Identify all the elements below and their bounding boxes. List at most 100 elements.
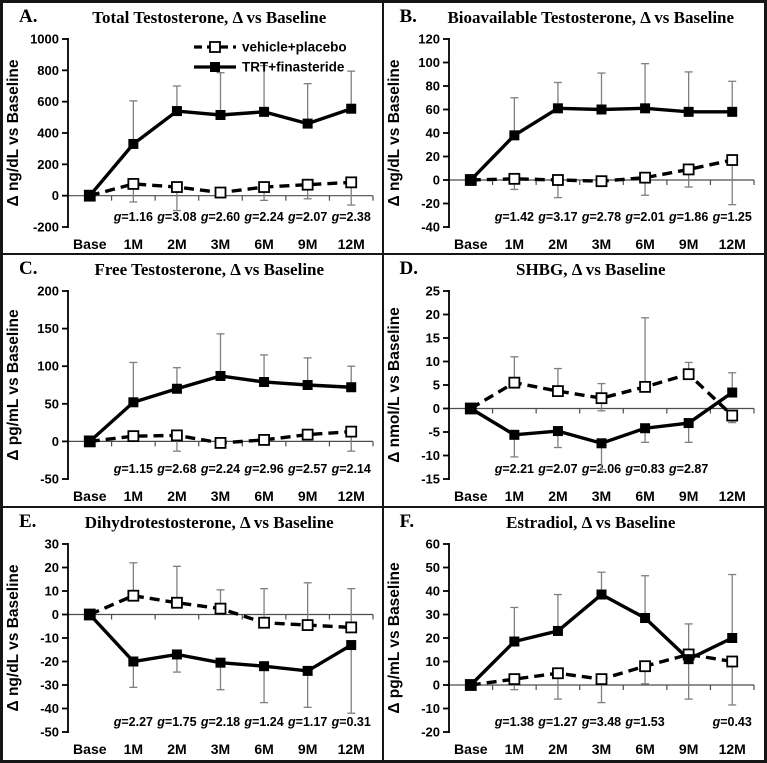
effect-size-label: g=1.75 xyxy=(156,715,196,729)
marker-open-square xyxy=(301,178,314,191)
y-tick-label: 800 xyxy=(37,63,59,78)
y-tick-label: 1000 xyxy=(30,33,59,47)
effect-size-label: g=1.53 xyxy=(625,715,665,729)
y-tick-label: 60 xyxy=(426,538,440,552)
marker-filled-square xyxy=(727,387,738,398)
marker-open-square xyxy=(214,437,227,450)
x-tick-label: 12M xyxy=(337,236,364,252)
y-tick-label: 80 xyxy=(426,79,440,94)
y-tick-label: 40 xyxy=(426,583,440,598)
y-tick-label: 30 xyxy=(426,607,440,622)
marker-filled-square xyxy=(640,103,651,114)
panel-d: D. SHBG, Δ vs Baseline -15 -10 -5 0 5 10 15 20 2… xyxy=(383,255,764,508)
marker-open-square xyxy=(508,672,521,685)
effect-size-label: g=0.31 xyxy=(330,715,370,729)
marker-filled-square xyxy=(171,649,182,660)
y-tick-label: 0 xyxy=(433,401,440,416)
panel-b: B. Bioavailable Testosterone, Δ vs Basel… xyxy=(383,3,765,256)
panel-d-letter: D. xyxy=(399,258,418,280)
effect-size-label: g=1.27 xyxy=(538,715,578,729)
effect-size-label: g=0.83 xyxy=(625,462,665,476)
marker-open-square xyxy=(301,618,314,631)
x-tick-label: 2M xyxy=(548,236,567,252)
x-tick-label: Base xyxy=(454,236,488,252)
effect-size-label: g=2.96 xyxy=(243,462,283,476)
x-tick-label: 3M xyxy=(211,741,230,757)
x-tick-label: 3M xyxy=(592,488,611,504)
y-tick-label: 60 xyxy=(426,102,440,117)
marker-filled-square xyxy=(215,109,226,120)
marker-open-square xyxy=(508,377,521,389)
marker-filled-square xyxy=(683,653,694,664)
y-axis-label: Δ ng/dL vs Baseline xyxy=(5,564,22,711)
y-tick-label: -50 xyxy=(40,472,59,487)
panel-a-title: Total Testosterone, Δ vs Baseline xyxy=(92,8,327,27)
panel-e-letter: E. xyxy=(19,510,37,532)
effect-size-label: g=2.24 xyxy=(200,462,240,476)
marker-filled-square xyxy=(171,106,182,117)
x-tick-label: Base xyxy=(454,488,488,504)
legend-marker-open xyxy=(208,41,221,53)
panel-e-header: E. Dihydrotestosterone, Δ vs Baseline xyxy=(3,508,382,538)
effect-size-label: g=2.24 xyxy=(243,210,283,224)
y-tick-label: 5 xyxy=(433,378,440,393)
marker-open-square xyxy=(726,655,739,668)
x-tick-label: 2M xyxy=(167,236,186,252)
x-tick-label: 12M xyxy=(719,741,746,757)
marker-filled-square xyxy=(596,438,607,449)
panel-e-title: Dihydrotestosterone, Δ vs Baseline xyxy=(84,512,334,532)
y-axis-label: Δ pg/mL vs Baseline xyxy=(386,562,403,714)
effect-size-label: g=1.17 xyxy=(287,715,327,729)
x-tick-label: 2M xyxy=(548,488,567,504)
effect-size-label: g=2.27 xyxy=(112,715,152,729)
effect-size-label: g=2.78 xyxy=(581,210,621,224)
y-tick-label: 10 xyxy=(426,354,440,369)
marker-filled-square xyxy=(345,103,356,114)
marker-open-square xyxy=(127,178,140,190)
marker-open-square xyxy=(127,589,140,602)
y-tick-label: 50 xyxy=(426,560,440,575)
marker-filled-square xyxy=(258,377,269,388)
effect-size-label: g=0.43 xyxy=(712,715,752,729)
y-tick-label: -10 xyxy=(421,701,440,716)
x-tick-label: 9M xyxy=(679,741,698,757)
panel-e: E. Dihydrotestosterone, Δ vs Baseline -5… xyxy=(3,507,384,760)
marker-filled-square xyxy=(128,397,139,408)
panel-b-header: B. Bioavailable Testosterone, Δ vs Basel… xyxy=(384,3,765,33)
panel-c-chart: -50 0 50 100 150 200 Δ pg/mL vs Baseline Base 1M… xyxy=(5,285,374,504)
y-tick-label: -200 xyxy=(33,220,59,235)
marker-open-square xyxy=(552,667,565,679)
y-tick-label: 10 xyxy=(44,583,58,598)
effect-size-label: g=2.21 xyxy=(494,462,534,476)
x-tick-label: 12M xyxy=(337,488,364,504)
effect-size-label: g=2.01 xyxy=(625,210,665,224)
y-tick-label: -20 xyxy=(40,654,59,669)
marker-open-square xyxy=(682,368,695,381)
marker-filled-square xyxy=(553,103,564,114)
marker-filled-square xyxy=(683,106,694,117)
x-tick-label: 9M xyxy=(298,236,317,252)
marker-open-square xyxy=(595,175,608,188)
panel-f-letter: F. xyxy=(399,510,415,532)
marker-filled-square xyxy=(466,679,477,690)
marker-open-square xyxy=(639,381,652,394)
x-tick-label: 1M xyxy=(505,236,524,252)
x-tick-label: 6M xyxy=(254,488,273,504)
x-tick-label: 1M xyxy=(505,488,524,504)
y-axis-label: Δ pg/mL vs Baseline xyxy=(5,309,22,461)
y-tick-label: 400 xyxy=(37,126,59,141)
marker-open-square xyxy=(726,409,739,422)
legend-marker-filled xyxy=(209,62,220,72)
panel-e-chart: -50 -40 -30 -20 -10 0 10 20 30 Δ ng/dL vs Baselin… xyxy=(5,538,374,757)
y-tick-label: 150 xyxy=(37,321,59,336)
x-tick-label: 9M xyxy=(679,488,698,504)
marker-filled-square xyxy=(345,639,356,650)
marker-open-square xyxy=(595,392,608,405)
effect-size-label: g=1.16 xyxy=(112,210,152,224)
y-tick-label: 30 xyxy=(44,538,58,552)
marker-open-square xyxy=(726,154,739,166)
panel-f-chart: -20 -10 0 10 20 30 40 50 60 Δ pg/mL vs Baseline Ba… xyxy=(386,538,755,757)
legend-label: TRT+finasteride xyxy=(242,60,345,75)
x-tick-label: 6M xyxy=(254,236,273,252)
y-tick-label: 0 xyxy=(433,173,440,188)
